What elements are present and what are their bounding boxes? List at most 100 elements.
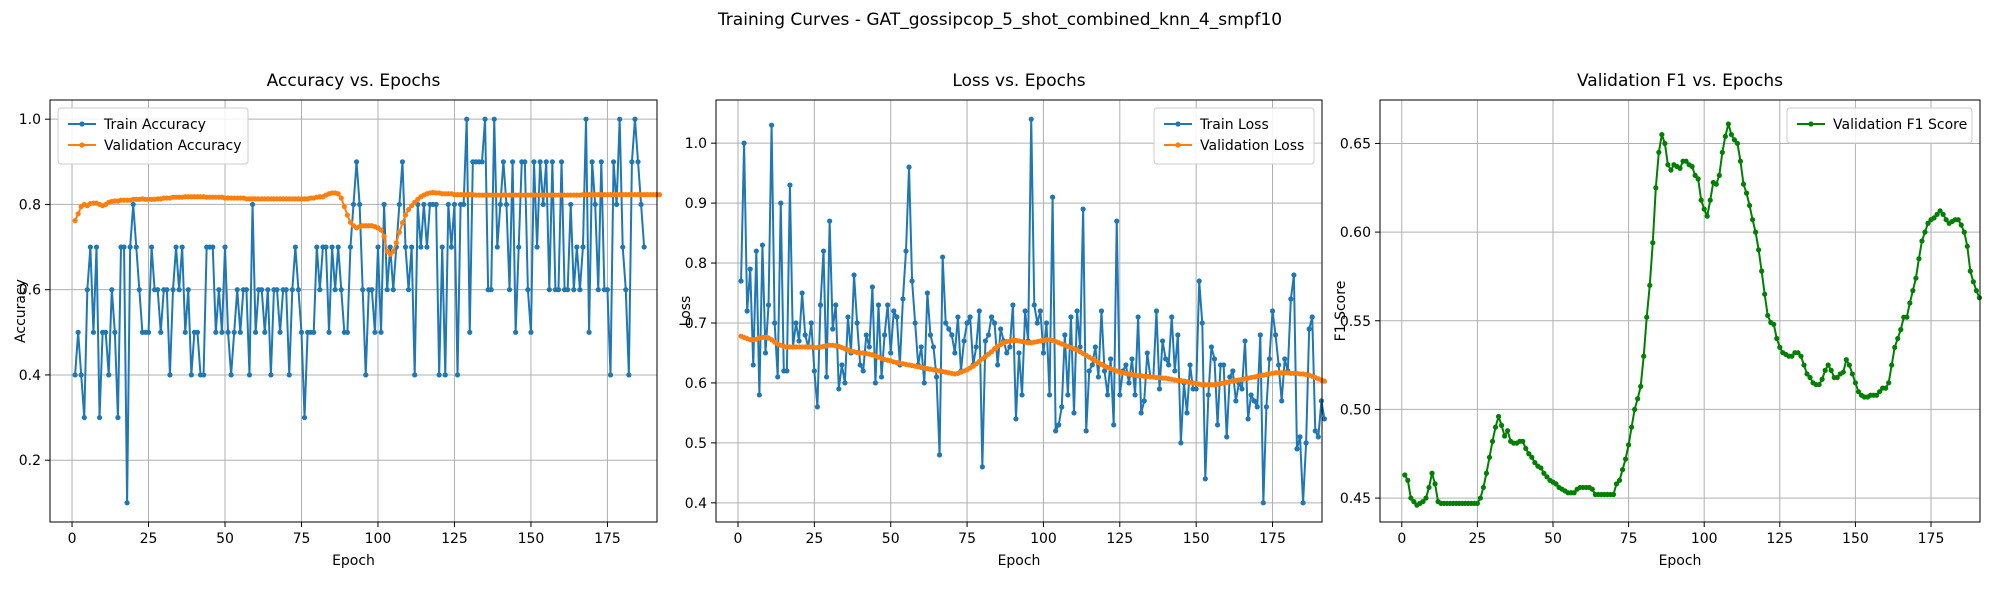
data-point bbox=[451, 201, 458, 208]
y-tick-label: 0.55 bbox=[1340, 314, 1371, 330]
data-point bbox=[268, 372, 274, 378]
data-point bbox=[372, 329, 378, 335]
data-point bbox=[814, 404, 821, 410]
data-point bbox=[393, 240, 399, 246]
data-point bbox=[409, 203, 415, 209]
x-tick-label: 125 bbox=[1766, 531, 1793, 547]
data-point bbox=[503, 201, 510, 208]
data-point bbox=[1040, 350, 1047, 356]
data-point bbox=[436, 372, 442, 378]
data-point bbox=[1967, 268, 1973, 274]
data-point bbox=[127, 244, 133, 250]
data-point bbox=[1175, 332, 1181, 338]
data-point bbox=[765, 302, 772, 308]
data-point bbox=[1692, 172, 1698, 178]
data-point bbox=[314, 244, 320, 250]
data-point bbox=[906, 164, 912, 170]
series-train-accuracy bbox=[72, 116, 647, 506]
data-point bbox=[808, 320, 814, 326]
data-point bbox=[1068, 314, 1074, 320]
data-point bbox=[1777, 344, 1783, 350]
chart-panel-3: 0 25 50 75 100 125 150 175 0.45 0.50 0.55 0.60 0.65 V… bbox=[1333, 71, 1982, 569]
data-point bbox=[964, 320, 970, 326]
data-point bbox=[1886, 380, 1892, 386]
data-point bbox=[827, 218, 833, 224]
data-point bbox=[1294, 446, 1300, 452]
data-point bbox=[1520, 438, 1526, 444]
data-point bbox=[799, 290, 805, 296]
data-point bbox=[866, 344, 872, 350]
data-point bbox=[243, 287, 250, 293]
data-point bbox=[842, 380, 848, 386]
data-point bbox=[1849, 371, 1855, 377]
x-tick-label: 175 bbox=[1918, 531, 1945, 547]
data-point bbox=[216, 287, 222, 293]
data-point bbox=[1489, 438, 1496, 444]
data-point bbox=[378, 329, 384, 335]
legend-box bbox=[57, 107, 249, 165]
data-point bbox=[1211, 356, 1218, 362]
data-point bbox=[1251, 398, 1257, 404]
data-point bbox=[1898, 327, 1904, 333]
data-point bbox=[1095, 374, 1102, 380]
data-point bbox=[1483, 470, 1490, 476]
x-axis-label: Epoch bbox=[998, 553, 1041, 569]
data-point bbox=[1046, 392, 1053, 398]
data-point bbox=[387, 244, 393, 250]
data-point bbox=[479, 159, 485, 165]
data-point bbox=[1544, 474, 1550, 480]
data-point bbox=[1016, 350, 1022, 356]
data-point bbox=[311, 329, 317, 335]
data-point bbox=[1904, 314, 1910, 320]
x-tick-label: 0 bbox=[68, 531, 77, 547]
data-point bbox=[1022, 308, 1028, 314]
chart-panel-2: 0 25 50 75 100 125 150 175 0.4 0.5 0.6 0.7 0.8 0.9 1.0… bbox=[678, 71, 1328, 569]
chart-panel-1: 0 25 50 75 100 125 150 175 0.2 0.4 0.6 0.8 1.0 Accura… bbox=[13, 71, 663, 569]
data-point bbox=[1976, 295, 1982, 301]
y-tick-label: 0.4 bbox=[19, 368, 41, 384]
axes-frame bbox=[49, 99, 658, 523]
data-point bbox=[961, 338, 967, 344]
data-point bbox=[155, 287, 161, 293]
data-point bbox=[1086, 368, 1092, 374]
data-point bbox=[1141, 398, 1147, 404]
data-point bbox=[1855, 389, 1862, 395]
legend-marker bbox=[1175, 121, 1181, 127]
x-tick-label: 175 bbox=[594, 531, 621, 547]
data-point bbox=[1625, 442, 1632, 448]
data-point bbox=[995, 362, 1001, 368]
data-point bbox=[262, 329, 268, 335]
y-tick-label: 1.0 bbox=[685, 136, 707, 152]
data-point bbox=[513, 329, 519, 335]
data-point bbox=[1505, 428, 1511, 434]
x-axis-label: Epoch bbox=[1659, 553, 1702, 569]
data-point bbox=[1653, 185, 1659, 191]
data-point bbox=[540, 201, 546, 208]
data-point bbox=[1010, 302, 1016, 308]
data-point bbox=[396, 201, 402, 208]
data-point bbox=[87, 244, 93, 250]
y-tick-label: 0.9 bbox=[685, 196, 707, 212]
legend-marker bbox=[79, 121, 85, 127]
data-point bbox=[1184, 410, 1190, 416]
legend: Train Loss Validation Loss bbox=[1153, 107, 1315, 165]
data-point bbox=[1931, 215, 1937, 221]
data-point bbox=[1964, 243, 1970, 249]
data-point bbox=[329, 244, 335, 250]
data-point bbox=[461, 201, 467, 208]
data-point bbox=[402, 212, 409, 218]
data-point bbox=[353, 159, 360, 165]
data-point bbox=[1474, 500, 1480, 506]
data-point bbox=[1801, 362, 1807, 368]
data-point bbox=[1731, 137, 1738, 143]
data-point bbox=[528, 329, 534, 335]
data-point bbox=[976, 308, 982, 314]
data-point bbox=[1028, 116, 1034, 122]
data-point bbox=[399, 220, 406, 226]
legend-marker bbox=[1175, 142, 1181, 148]
data-point bbox=[1221, 362, 1227, 368]
data-point bbox=[286, 372, 292, 378]
data-point bbox=[136, 287, 142, 293]
data-point bbox=[335, 191, 341, 197]
data-point bbox=[173, 244, 179, 250]
